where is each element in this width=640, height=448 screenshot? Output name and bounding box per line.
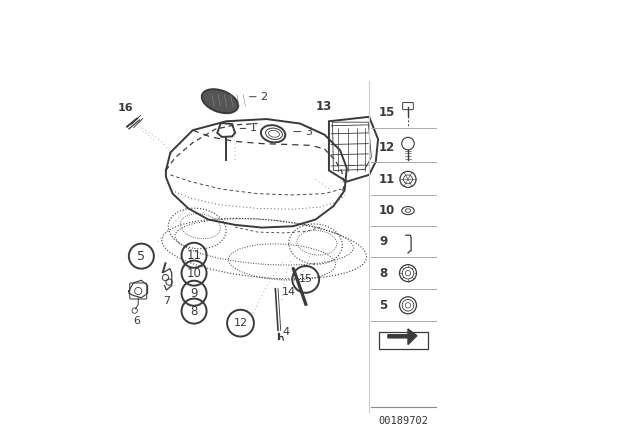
- Text: 4: 4: [282, 327, 289, 337]
- Text: 7: 7: [163, 296, 170, 306]
- Text: 10: 10: [379, 204, 396, 217]
- Text: 5: 5: [379, 299, 387, 312]
- Text: 5: 5: [138, 250, 145, 263]
- Text: 8: 8: [190, 305, 198, 318]
- Text: 11: 11: [186, 249, 202, 262]
- Text: 14: 14: [282, 287, 296, 297]
- Text: 00189702: 00189702: [378, 415, 429, 426]
- Ellipse shape: [202, 89, 238, 113]
- Text: 1: 1: [250, 124, 257, 134]
- Text: 15: 15: [379, 106, 396, 119]
- Text: 15: 15: [299, 274, 313, 284]
- Text: 2: 2: [260, 92, 268, 102]
- Text: 8: 8: [379, 267, 387, 280]
- Polygon shape: [388, 329, 417, 345]
- Text: 10: 10: [187, 267, 202, 280]
- Text: 13: 13: [316, 100, 332, 113]
- Text: 12: 12: [379, 141, 396, 154]
- Text: 12: 12: [234, 318, 248, 328]
- Text: 16: 16: [117, 103, 133, 113]
- Text: 3: 3: [305, 126, 312, 137]
- Text: 11: 11: [379, 173, 396, 186]
- Text: 9: 9: [190, 287, 198, 300]
- Text: 6: 6: [133, 316, 140, 326]
- Text: 9: 9: [379, 235, 387, 248]
